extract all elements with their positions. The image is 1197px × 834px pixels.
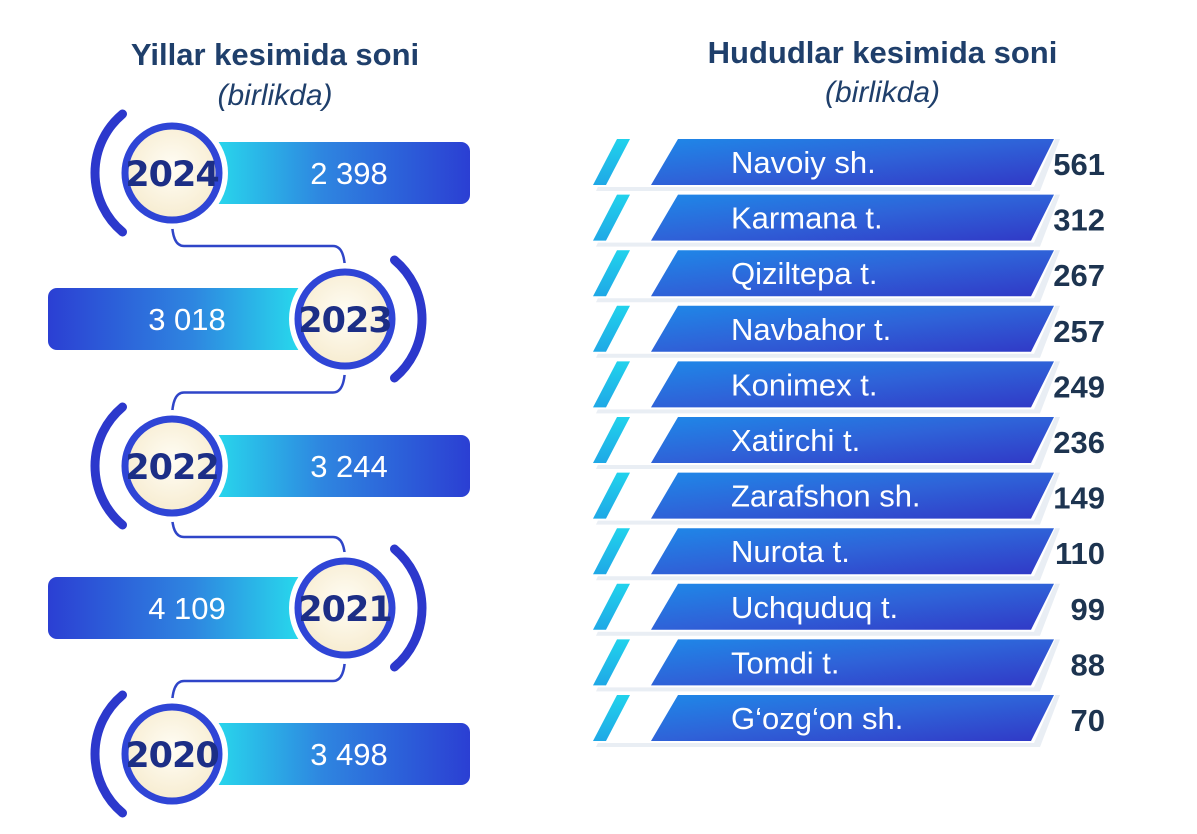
years-chart: 2024 2 398 2023 3 018 2022 3 244 2021 4 109 2020…	[48, 109, 470, 818]
region-bar	[651, 194, 1054, 241]
region-label: Navoiy sh.	[731, 145, 876, 180]
year-bar	[200, 142, 470, 204]
right-chart-title: Hududlar kesimida soni	[707, 35, 1058, 70]
region-value-label: 561	[1053, 147, 1105, 182]
region-row: Konimex t. 249	[590, 359, 1105, 414]
region-bar	[651, 139, 1054, 185]
region-row: Zarafshon sh. 149	[590, 470, 1105, 525]
region-label: Xatirchi t.	[731, 423, 860, 458]
year-item: 2024 2 398	[90, 109, 470, 237]
year-item: 2022 3 244	[90, 402, 470, 530]
region-row: Nurota t. 110	[590, 526, 1105, 581]
region-bar	[651, 583, 1054, 630]
region-bar	[651, 639, 1054, 686]
region-value-label: 257	[1053, 314, 1105, 349]
year-value-label: 4 109	[148, 591, 226, 626]
region-stripe	[593, 361, 630, 408]
region-value-label: 70	[1071, 703, 1105, 738]
year-circle	[121, 122, 223, 224]
region-row: Xatirchi t. 236	[590, 415, 1105, 469]
region-row: Navbahor t. 257	[590, 303, 1105, 358]
region-value-label: 88	[1071, 647, 1105, 682]
year-item: 2023 3 018	[48, 255, 427, 383]
left-chart-subtitle: (birlikda)	[217, 79, 333, 112]
year-bar	[48, 577, 313, 639]
region-value-label: 312	[1053, 203, 1105, 238]
region-bar	[651, 361, 1054, 408]
region-label: G‘ozg‘on sh.	[731, 701, 903, 736]
year-value-label: 3 244	[310, 449, 388, 484]
region-bar	[651, 305, 1054, 352]
region-stripe	[593, 417, 630, 463]
left-chart-title: Yillar kesimida soni	[130, 37, 420, 72]
year-label: 2022	[125, 448, 218, 488]
regions-chart: Navoiy sh. 561 Karmana t. 312 Qiziltepa t. 26…	[590, 137, 1105, 747]
year-value-label: 3 498	[310, 737, 388, 772]
region-row: Karmana t. 312	[590, 192, 1105, 247]
region-stripe	[593, 472, 630, 519]
year-outer-arc	[389, 544, 427, 672]
region-row: G‘ozg‘on sh. 70	[590, 693, 1105, 747]
region-bar	[651, 695, 1054, 741]
region-stripe	[593, 194, 630, 241]
region-row: Navoiy sh. 561	[590, 137, 1105, 191]
region-value-label: 236	[1053, 425, 1105, 460]
region-stripe	[593, 250, 630, 297]
region-stripe	[593, 528, 630, 575]
region-bar	[651, 250, 1054, 297]
year-bar	[48, 288, 313, 350]
region-value-label: 99	[1071, 592, 1105, 627]
year-circle	[121, 415, 223, 517]
region-bar	[651, 472, 1054, 519]
year-label: 2020	[125, 736, 218, 776]
region-value-label: 149	[1053, 481, 1105, 516]
region-stripe	[593, 305, 630, 352]
region-label: Zarafshon sh.	[731, 479, 921, 514]
right-chart-subtitle: (birlikda)	[824, 76, 941, 109]
region-label: Karmana t.	[731, 201, 883, 236]
region-bar	[651, 528, 1054, 575]
year-item: 2020 3 498	[90, 690, 470, 818]
year-bar	[200, 723, 470, 785]
region-row: Tomdi t. 88	[590, 637, 1105, 692]
year-outer-arc	[389, 255, 427, 383]
region-value-label: 249	[1053, 369, 1105, 404]
year-label: 2024	[125, 155, 218, 195]
year-value-label: 2 398	[310, 156, 388, 191]
region-row: Qiziltepa t. 267	[590, 248, 1105, 303]
year-item: 2021 4 109	[48, 544, 427, 672]
region-label: Konimex t.	[731, 367, 877, 402]
region-label: Nurota t.	[731, 534, 850, 569]
year-circle	[294, 557, 396, 659]
region-value-label: 267	[1053, 258, 1105, 293]
year-outer-arc	[90, 690, 128, 818]
region-stripe	[593, 139, 630, 185]
year-outer-arc	[90, 109, 128, 237]
year-label: 2021	[298, 590, 391, 630]
year-bar	[200, 435, 470, 497]
year-label: 2023	[298, 301, 391, 341]
region-row: Uchquduq t. 99	[590, 581, 1105, 636]
region-stripe	[593, 583, 630, 630]
region-value-label: 110	[1055, 536, 1105, 571]
region-label: Uchquduq t.	[731, 590, 898, 625]
year-circle	[121, 703, 223, 805]
region-bar	[651, 417, 1054, 463]
region-stripe	[593, 695, 630, 741]
year-outer-arc	[90, 402, 128, 530]
region-label: Navbahor t.	[731, 312, 891, 347]
year-value-label: 3 018	[148, 302, 226, 337]
region-label: Tomdi t.	[731, 645, 840, 680]
region-stripe	[593, 639, 630, 686]
year-circle	[294, 268, 396, 370]
region-label: Qiziltepa t.	[731, 256, 877, 291]
